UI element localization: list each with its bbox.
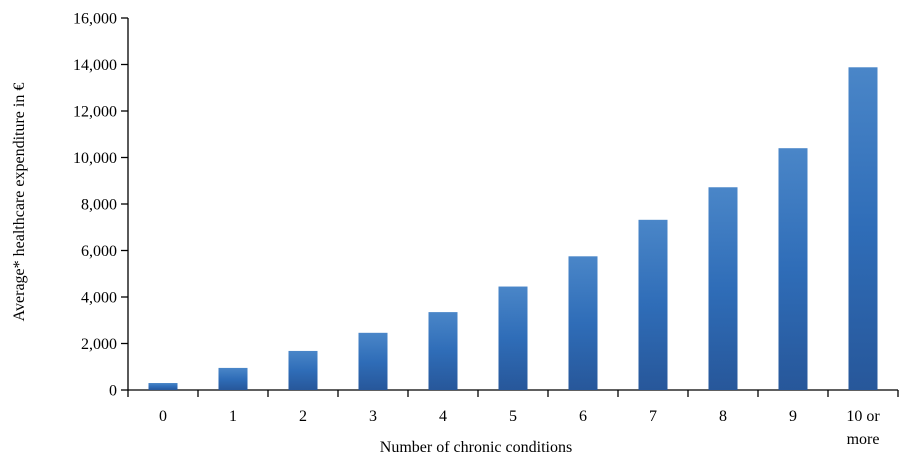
x-axis-title: Number of chronic conditions	[380, 439, 572, 456]
y-tick-label: 14,000	[73, 57, 117, 74]
bar	[638, 219, 668, 390]
y-tick-label: 4,000	[81, 290, 117, 307]
x-tick-label: 5	[509, 408, 517, 425]
y-axis: 0 2,000 4,000 6,000 8,000 10,000 12,000 14,000 1…	[73, 11, 129, 400]
x-tick-label: 10 or more	[846, 408, 880, 448]
y-tick-label: 0	[109, 383, 117, 400]
x-tick-label: 9	[789, 408, 797, 425]
bar	[148, 383, 178, 390]
y-tick-label: 6,000	[81, 243, 117, 260]
x-tick-label: 8	[719, 408, 727, 425]
y-tick-label: 2,000	[81, 336, 117, 353]
bar	[778, 148, 808, 390]
y-axis-title: Average* healthcare expenditure in €	[11, 83, 28, 322]
y-tick-label: 8,000	[81, 197, 117, 214]
bars	[148, 67, 878, 390]
bar	[288, 350, 318, 390]
x-tick-label: 2	[299, 408, 307, 425]
bar	[498, 286, 528, 390]
bar	[428, 312, 458, 390]
x-tick-label: 1	[229, 408, 237, 425]
bar	[358, 332, 388, 390]
x-tick-label: 4	[439, 408, 447, 425]
y-tick-label: 12,000	[73, 104, 117, 121]
x-tick-label: 6	[579, 408, 587, 425]
x-tick-label: 3	[369, 408, 377, 425]
bar	[568, 256, 598, 390]
y-tick-label: 10,000	[73, 150, 117, 167]
x-tick-label: 7	[649, 408, 657, 425]
bar	[848, 67, 878, 390]
x-axis	[127, 389, 899, 397]
bar	[708, 187, 738, 390]
bar	[218, 367, 248, 390]
x-tick-labels: 0 1 2 3 4 5 6 7 8 9 10 or more	[159, 408, 880, 448]
y-tick-label: 16,000	[73, 11, 117, 28]
x-tick-label: 0	[159, 408, 167, 425]
